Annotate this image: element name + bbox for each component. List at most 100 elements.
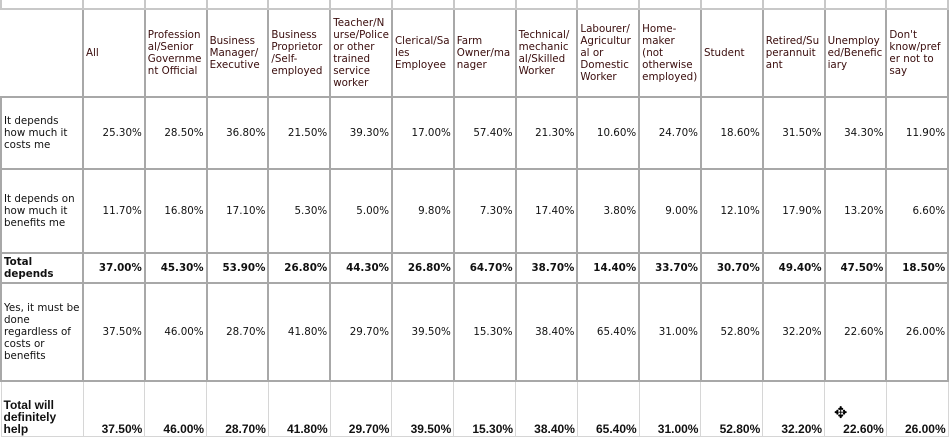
value-cell: 11.70% — [82, 168, 146, 254]
value-cell: 17.00% — [390, 96, 455, 170]
value-cell: 37.50% — [82, 380, 146, 437]
value-cell: 41.80% — [267, 380, 331, 437]
previous-row-cell — [452, 0, 517, 10]
previous-row-cell — [514, 0, 579, 10]
previous-row-cell — [205, 0, 270, 10]
previous-row-cell — [638, 0, 702, 10]
column-header: Labourer/Agricultural or Domestic Worker — [576, 8, 641, 98]
value-cell: 33.70% — [638, 252, 702, 284]
value-cell: 14.40% — [576, 252, 641, 284]
value-cell: 17.40% — [514, 168, 579, 254]
column-header: Farm Owner/manager — [452, 8, 517, 98]
value-cell: 38.40% — [514, 282, 579, 382]
column-header: Business Proprietor /Self-employed — [267, 8, 332, 98]
previous-row-cell — [390, 0, 455, 10]
column-header: Home-maker (not otherwise employed) — [638, 8, 702, 98]
previous-row-cell — [0, 0, 84, 10]
row-label: Total depends — [0, 252, 84, 284]
value-cell: 16.80% — [143, 168, 208, 254]
value-cell: 17.90% — [761, 168, 826, 254]
value-cell: 46.00% — [143, 282, 208, 382]
row-label: It depends on how much it benefits me — [0, 168, 84, 254]
previous-row-cell — [761, 0, 826, 10]
row-label: Yes, it must be done regardless of costs… — [0, 282, 84, 382]
value-cell: 13.20% — [823, 168, 888, 254]
value-cell: 65.40% — [576, 282, 641, 382]
table-row: Yes, it must be done regardless of costs… — [0, 282, 950, 382]
value-cell: 47.50% — [823, 252, 888, 284]
value-cell: 32.20% — [761, 282, 826, 382]
value-cell: 44.30% — [329, 252, 393, 284]
value-cell: 26.80% — [267, 252, 332, 284]
value-cell: 30.70% — [699, 252, 764, 284]
column-header: Retired/Superannuitant — [761, 8, 826, 98]
value-cell: 45.30% — [143, 252, 208, 284]
value-cell: 26.00% — [885, 282, 950, 382]
value-cell: 37.50% — [82, 282, 146, 382]
value-cell: 18.60% — [699, 96, 764, 170]
value-cell: 10.60% — [576, 96, 641, 170]
value-cell: 52.80% — [699, 282, 764, 382]
column-header: Teacher/Nurse/Police or other trained se… — [329, 8, 393, 98]
value-cell: 24.70% — [638, 96, 702, 170]
table-row: It depends on how much it benefits me 11.… — [0, 168, 950, 254]
value-cell: 15.30% — [453, 380, 517, 437]
column-header: Technical/mechanical/Skilled Worker — [514, 8, 579, 98]
value-cell: 31.00% — [638, 282, 702, 382]
value-cell: 29.70% — [329, 380, 393, 437]
value-cell: 39.30% — [329, 96, 393, 170]
value-cell: 22.60% — [823, 282, 888, 382]
value-cell: 9.80% — [390, 168, 455, 254]
value-cell: 28.50% — [143, 96, 208, 170]
value-cell: 26.80% — [390, 252, 455, 284]
previous-row-cell — [143, 0, 208, 10]
column-header: Professional/Senior Government Official — [143, 8, 208, 98]
value-cell: 39.50% — [390, 282, 455, 382]
value-cell: 3.80% — [576, 168, 641, 254]
column-header: Unemployed/Beneficiary — [823, 8, 888, 98]
value-cell: 9.00% — [638, 168, 702, 254]
value-cell: 29.70% — [329, 282, 393, 382]
value-cell: 5.30% — [267, 168, 332, 254]
value-cell: 31.00% — [638, 380, 702, 437]
value-cell: 46.00% — [144, 380, 208, 437]
previous-row-cell — [699, 0, 764, 10]
value-cell: 31.50% — [761, 96, 826, 170]
value-cell: 65.40% — [576, 380, 640, 437]
value-cell: 5.00% — [329, 168, 393, 254]
header-row: All Professional/Senior Government Offici… — [1, 8, 950, 98]
table-row: It depends how much it costs me 25.30% 28.… — [0, 96, 950, 170]
value-cell: 53.90% — [205, 252, 270, 284]
value-cell: 6.60% — [885, 168, 950, 254]
column-header: Business Manager/ Executive — [205, 8, 270, 98]
previous-row-cell — [267, 0, 332, 10]
value-cell: 52.80% — [700, 380, 764, 437]
value-cell: 64.70% — [452, 252, 517, 284]
column-header: Clerical/Sales Employee — [390, 8, 455, 98]
value-cell: 25.30% — [82, 96, 146, 170]
previous-row-cell — [885, 0, 950, 10]
corner-cell — [1, 8, 84, 98]
value-cell: 26.00% — [885, 380, 949, 437]
previous-row-cell — [82, 0, 146, 10]
value-cell: 21.30% — [514, 96, 579, 170]
value-cell: 12.10% — [699, 168, 764, 254]
value-cell: 36.80% — [205, 96, 270, 170]
value-cell: 7.30% — [452, 168, 517, 254]
row-label: It depends how much it costs me — [0, 96, 84, 170]
value-cell: 38.70% — [514, 252, 579, 284]
move-cursor-icon: ✥ — [834, 403, 848, 422]
column-header: All — [82, 8, 146, 98]
value-cell: 57.40% — [452, 96, 517, 170]
previous-row-cell — [823, 0, 888, 10]
value-cell: 39.50% — [391, 380, 455, 437]
table-row: Total depends 37.00% 45.30% 53.90% 26.80% 44.… — [0, 252, 950, 284]
value-cell: 15.30% — [452, 282, 517, 382]
value-cell: 28.70% — [206, 380, 269, 437]
previous-row-cell — [576, 0, 641, 10]
value-cell: 41.80% — [267, 282, 332, 382]
column-header: Don't know/prefer not to say — [885, 8, 950, 98]
value-cell: 18.50% — [885, 252, 950, 284]
value-cell: 32.20% — [762, 380, 826, 437]
